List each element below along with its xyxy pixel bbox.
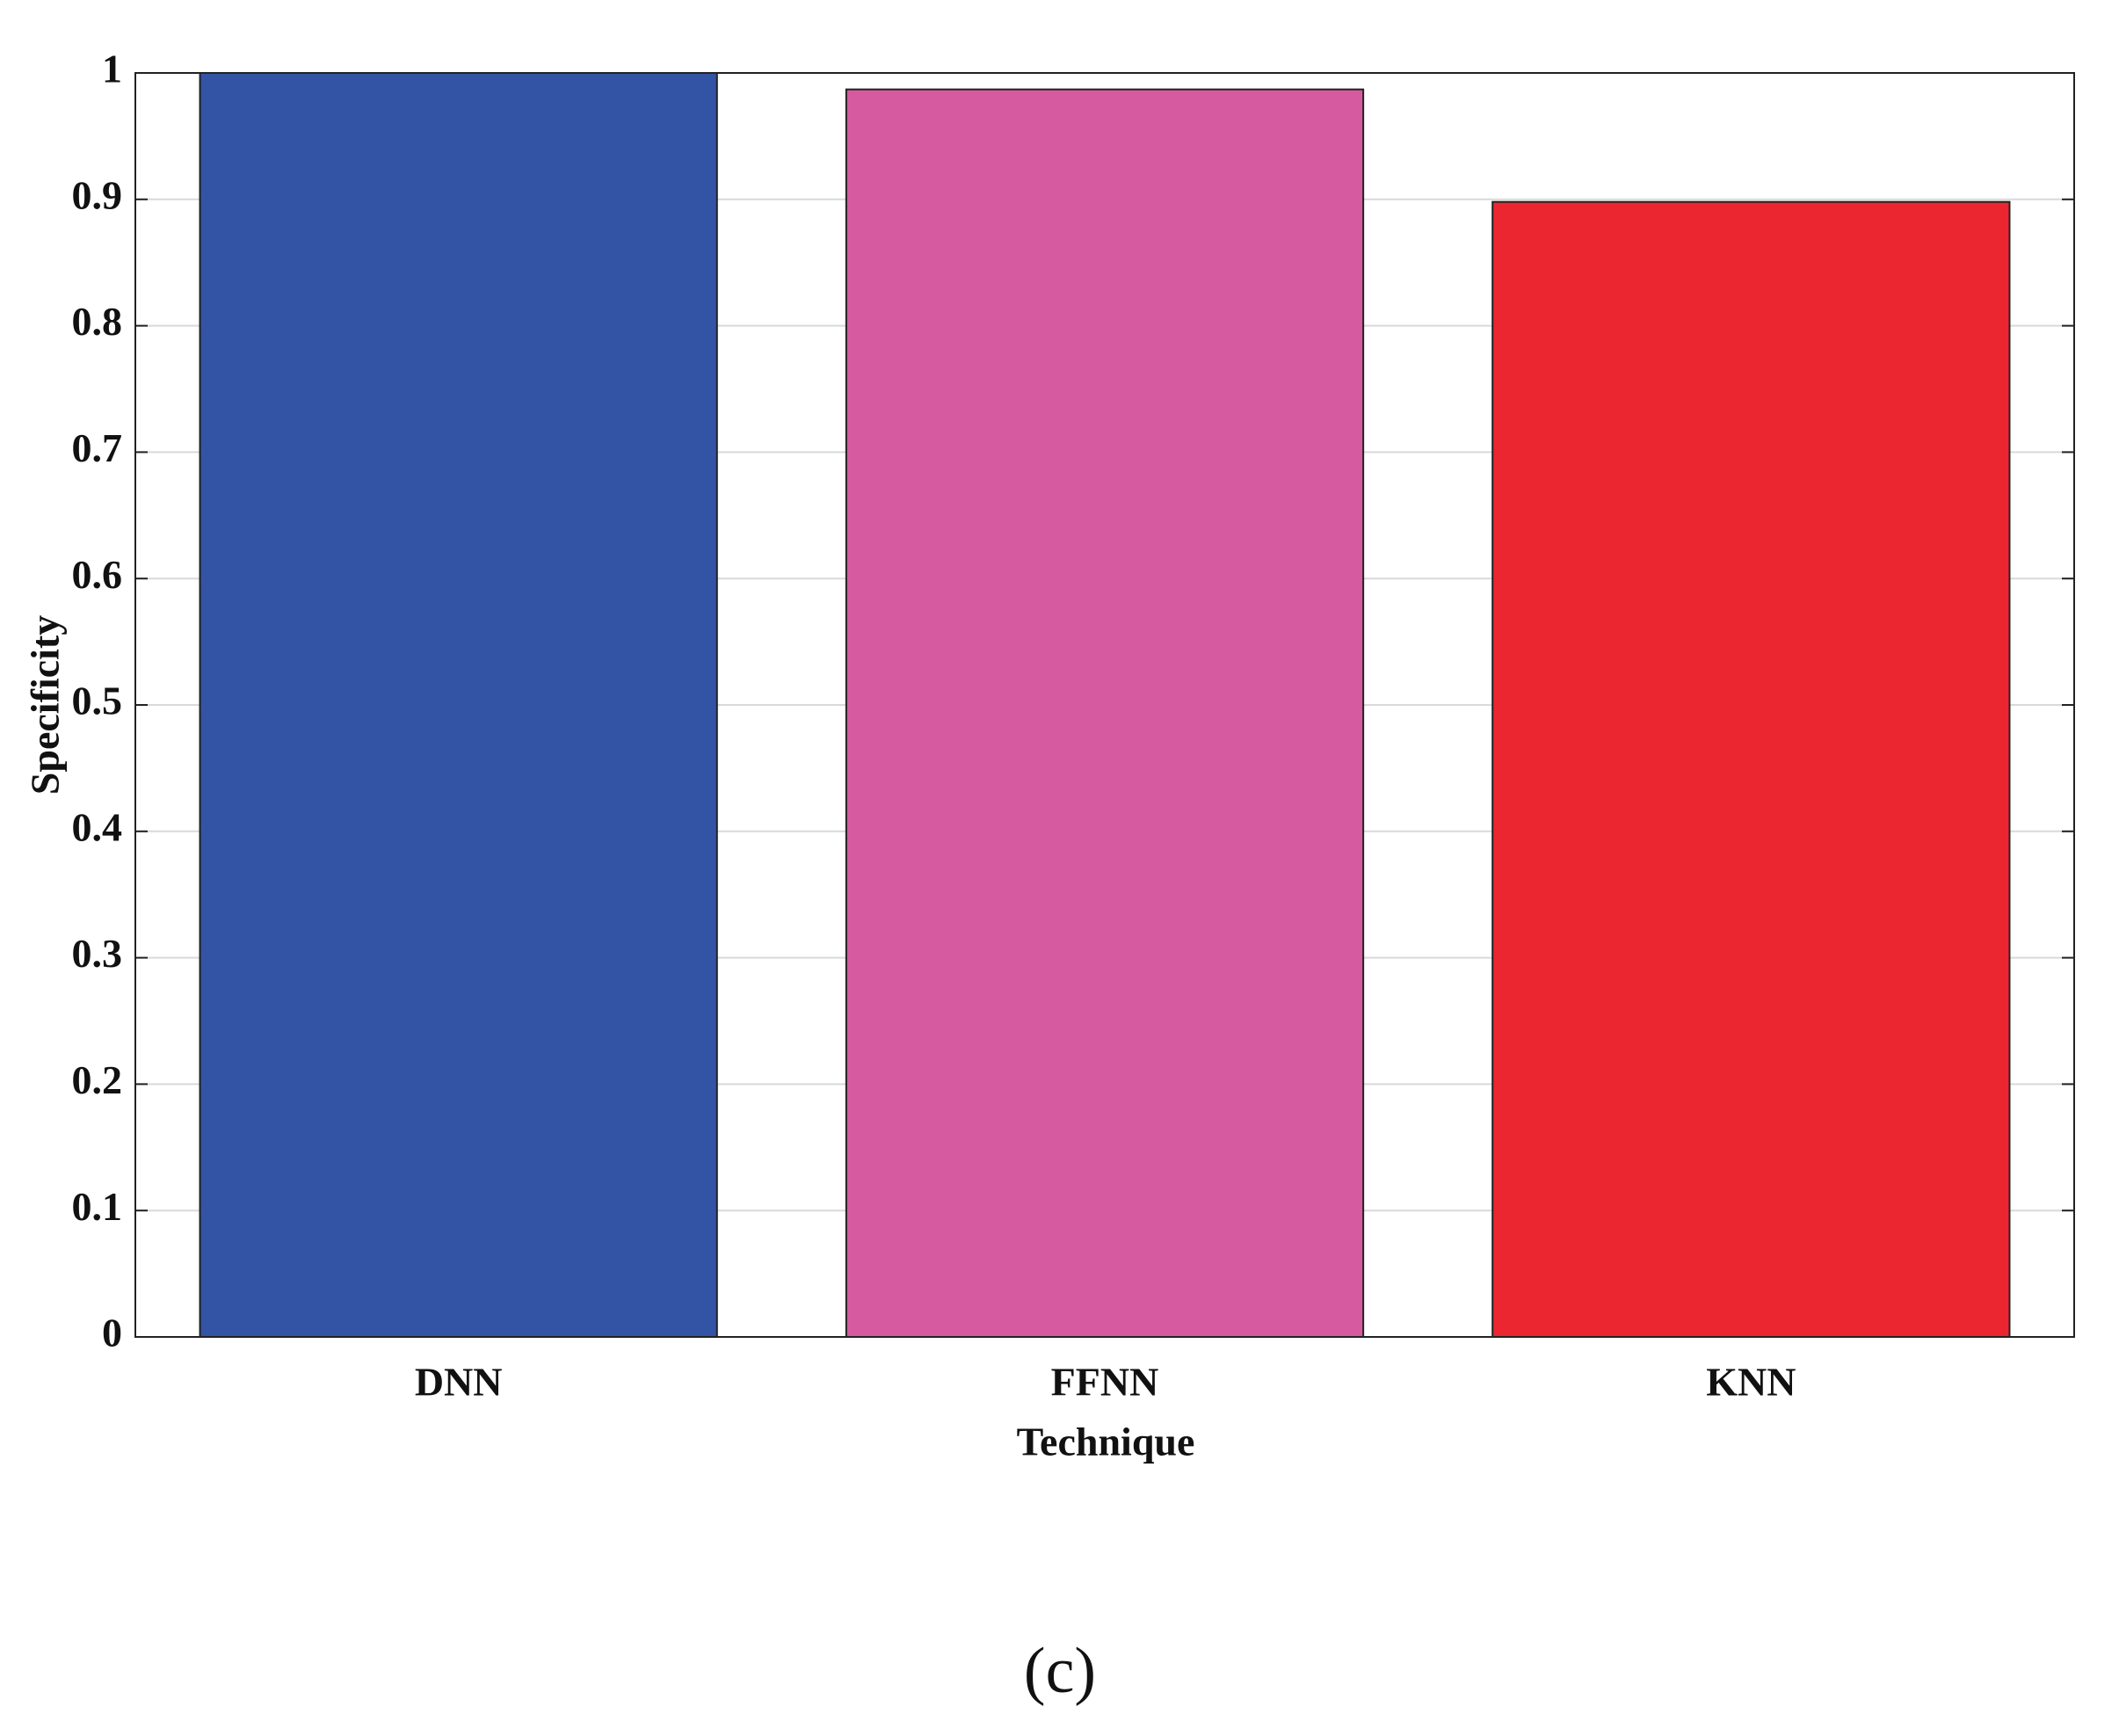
bar <box>199 72 718 1338</box>
y-tick-label: 0.2 <box>72 1057 123 1102</box>
y-tick-label: 0.6 <box>72 552 123 597</box>
bar <box>1491 200 2011 1338</box>
y-tick-label: 0 <box>102 1311 122 1355</box>
y-tick-label: 0.5 <box>72 679 123 723</box>
x-axis-label: Technique <box>1017 1420 1195 1464</box>
x-tick-label: FFNN <box>1051 1360 1159 1405</box>
x-tick-label: KNN <box>1706 1360 1796 1405</box>
y-tick-label: 0.7 <box>72 425 123 470</box>
y-axis-label: Specificity <box>23 615 68 795</box>
caption: (c) <box>1024 1635 1096 1707</box>
bar <box>845 88 1365 1339</box>
y-tick-label: 1 <box>102 47 122 91</box>
y-tick-label: 0.4 <box>72 804 123 849</box>
y-tick-label: 0.3 <box>72 931 123 976</box>
y-tick-label: 0.1 <box>72 1184 123 1229</box>
y-tick-label: 0.9 <box>72 172 123 217</box>
plot-frame <box>134 72 2075 1338</box>
x-tick-label: DNN <box>415 1360 503 1405</box>
y-tick-label: 0.8 <box>72 299 123 344</box>
